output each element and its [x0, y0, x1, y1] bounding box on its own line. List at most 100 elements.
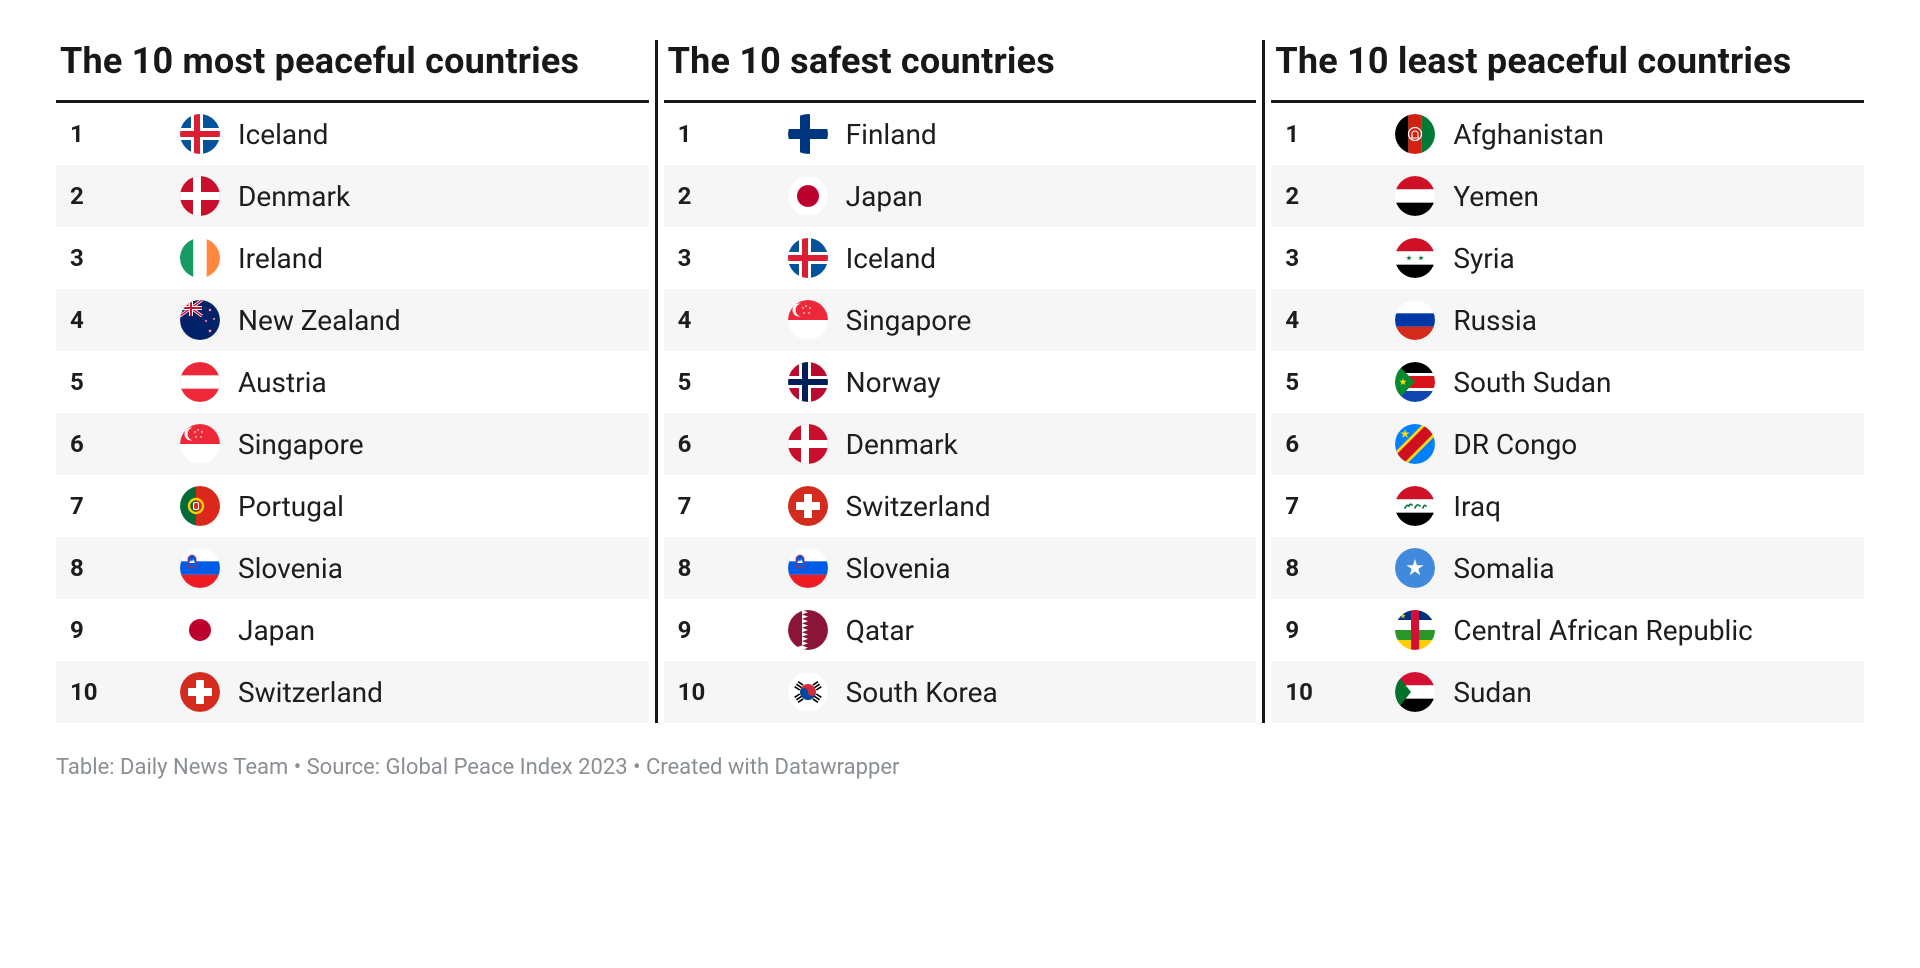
flag-icon — [180, 176, 220, 216]
country-name: Syria — [1453, 242, 1864, 275]
table-row: 3 Ireland — [56, 227, 649, 289]
rank-cell: 2 — [56, 182, 180, 210]
table-row: 2 Japan — [664, 165, 1257, 227]
columns-wrapper: The 10 most peaceful countries1 Iceland2… — [50, 40, 1870, 723]
table-row: 4 New Zealand — [56, 289, 649, 351]
rank-cell: 7 — [56, 492, 180, 520]
flag-icon — [180, 424, 220, 464]
country-name: Ireland — [238, 242, 649, 275]
country-name: Slovenia — [846, 552, 1257, 585]
rank-cell: 4 — [1271, 306, 1395, 334]
country-name: Yemen — [1453, 180, 1864, 213]
rank-cell: 8 — [1271, 554, 1395, 582]
flag-icon — [180, 114, 220, 154]
rank-cell: 1 — [1271, 120, 1395, 148]
rank-cell: 5 — [56, 368, 180, 396]
flag-icon — [180, 238, 220, 278]
rank-cell: 2 — [1271, 182, 1395, 210]
flag-icon — [788, 114, 828, 154]
flag-icon — [180, 300, 220, 340]
flag-icon — [788, 548, 828, 588]
country-name: South Sudan — [1453, 366, 1864, 399]
flag-icon — [1395, 362, 1435, 402]
country-name: Afghanistan — [1453, 118, 1864, 151]
table-row: 4 Russia — [1271, 289, 1864, 351]
rank-cell: 9 — [56, 616, 180, 644]
ranking-column: The 10 least peaceful countries1 Afghani… — [1262, 40, 1870, 723]
country-name: Japan — [238, 614, 649, 647]
flag-icon — [180, 672, 220, 712]
flag-icon — [788, 176, 828, 216]
country-name: Iceland — [238, 118, 649, 151]
rank-cell: 9 — [1271, 616, 1395, 644]
country-name: Qatar — [846, 614, 1257, 647]
table-row: 8 Somalia — [1271, 537, 1864, 599]
country-name: Russia — [1453, 304, 1864, 337]
table-row: 9 Japan — [56, 599, 649, 661]
country-name: Japan — [846, 180, 1257, 213]
flag-icon — [1395, 424, 1435, 464]
country-name: Denmark — [238, 180, 649, 213]
flag-icon — [1395, 300, 1435, 340]
rank-cell: 3 — [1271, 244, 1395, 272]
rank-cell: 7 — [1271, 492, 1395, 520]
country-name: Slovenia — [238, 552, 649, 585]
flag-icon — [788, 672, 828, 712]
table-row: 1 Afghanistan — [1271, 103, 1864, 165]
rank-cell: 10 — [1271, 678, 1395, 706]
country-name: South Korea — [846, 676, 1257, 709]
country-name: Sudan — [1453, 676, 1864, 709]
table-row: 5 Norway — [664, 351, 1257, 413]
table-row: 8 Slovenia — [56, 537, 649, 599]
flag-icon — [1395, 486, 1435, 526]
flag-icon — [180, 610, 220, 650]
country-name: New Zealand — [238, 304, 649, 337]
rank-cell: 9 — [664, 616, 788, 644]
flag-icon — [788, 424, 828, 464]
rank-cell: 3 — [56, 244, 180, 272]
ranking-column: The 10 safest countries1 Finland2 Japan3… — [655, 40, 1263, 723]
flag-icon — [1395, 114, 1435, 154]
table-row: 8 Slovenia — [664, 537, 1257, 599]
table-row: 1 Iceland — [56, 103, 649, 165]
table-row: 10 Sudan — [1271, 661, 1864, 723]
country-name: Singapore — [846, 304, 1257, 337]
rank-cell: 1 — [664, 120, 788, 148]
flag-icon — [180, 486, 220, 526]
rank-cell: 6 — [56, 430, 180, 458]
column-title: The 10 least peaceful countries — [1271, 40, 1864, 100]
table-row: 9 Central African Republic — [1271, 599, 1864, 661]
table-row: 6 DR Congo — [1271, 413, 1864, 475]
flag-icon — [180, 548, 220, 588]
rank-cell: 8 — [56, 554, 180, 582]
country-name: Switzerland — [238, 676, 649, 709]
flag-icon — [180, 362, 220, 402]
country-name: Central African Republic — [1453, 614, 1864, 647]
flag-icon — [788, 300, 828, 340]
table-row: 7 Portugal — [56, 475, 649, 537]
rank-cell: 2 — [664, 182, 788, 210]
table-row: 10 South Korea — [664, 661, 1257, 723]
flag-icon — [1395, 610, 1435, 650]
country-name: Portugal — [238, 490, 649, 523]
country-name: Norway — [846, 366, 1257, 399]
country-name: Somalia — [1453, 552, 1864, 585]
rank-cell: 10 — [56, 678, 180, 706]
rank-cell: 8 — [664, 554, 788, 582]
table-row: 7 Iraq — [1271, 475, 1864, 537]
table-row: 3 Syria — [1271, 227, 1864, 289]
table-row: 2 Yemen — [1271, 165, 1864, 227]
table-row: 6 Singapore — [56, 413, 649, 475]
table-row: 3 Iceland — [664, 227, 1257, 289]
flag-icon — [1395, 176, 1435, 216]
rank-cell: 5 — [1271, 368, 1395, 396]
flag-icon — [788, 486, 828, 526]
rank-cell: 6 — [664, 430, 788, 458]
table-row: 1 Finland — [664, 103, 1257, 165]
flag-icon — [788, 238, 828, 278]
table-row: 10 Switzerland — [56, 661, 649, 723]
column-title: The 10 safest countries — [664, 40, 1257, 100]
table-row: 5 Austria — [56, 351, 649, 413]
rank-cell: 6 — [1271, 430, 1395, 458]
flag-icon — [1395, 548, 1435, 588]
